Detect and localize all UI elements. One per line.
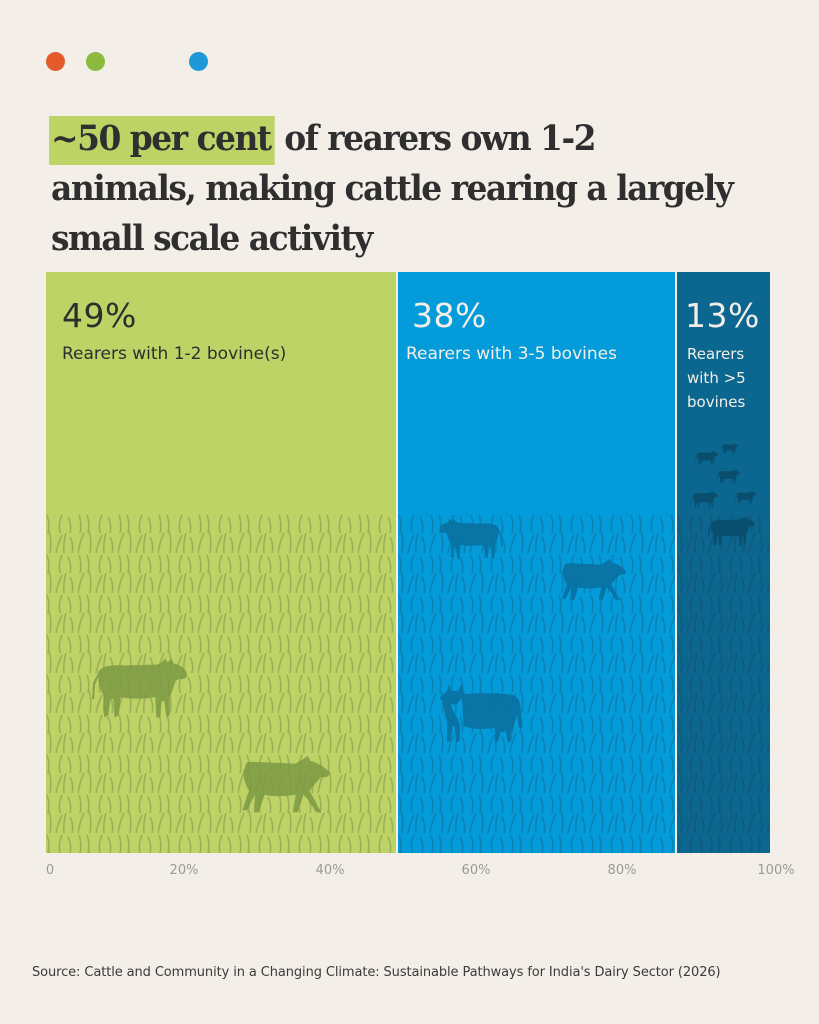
x-tick: 80% — [607, 863, 637, 878]
cow-icon — [721, 442, 739, 456]
bar-percentage: 49% — [62, 296, 137, 335]
x-tick: 20% — [169, 863, 199, 878]
cow-icon — [695, 450, 719, 467]
cow-icon — [707, 514, 757, 550]
cow-icon — [717, 468, 741, 486]
bar-1-2-bovines: 49% Rearers with 1-2 bovine(s) — [46, 272, 396, 853]
cow-icon — [436, 516, 504, 564]
x-tick: 0 — [45, 863, 55, 878]
blue-dot — [189, 52, 208, 71]
bar-label: Rearers with 1-2 bovine(s) — [62, 344, 287, 364]
x-axis: 0 20% 40% 60% 80% 100% — [0, 863, 819, 883]
cow-icon — [691, 490, 719, 510]
x-tick: 60% — [461, 863, 491, 878]
title-rest: of rearers own 1-2 animals, making cattl… — [51, 118, 734, 259]
bar-percentage: 38% — [412, 296, 487, 335]
cow-icon — [436, 670, 528, 758]
title-highlight: ~50 per cent — [49, 116, 275, 165]
bar-percentage: 13% — [685, 296, 760, 335]
bar-label: Rearers with 3-5 bovines — [406, 344, 617, 364]
bar-3-5-bovines: 38% Rearers with 3-5 bovines — [398, 272, 675, 853]
x-tick: 100% — [757, 863, 795, 878]
bar-over-5-bovines: 13% Rearers with >5 bovines — [677, 272, 770, 853]
cow-icon — [735, 490, 757, 506]
bar-label: Rearers with >5 bovines — [687, 345, 746, 411]
cow-icon — [232, 752, 340, 820]
chart-title: ~50 per cent of rearers own 1-2 animals,… — [49, 114, 747, 264]
source-note: Source: Cattle and Community in a Changi… — [32, 965, 721, 980]
orange-dot — [46, 52, 65, 71]
stacked-bar-chart: 49% Rearers with 1-2 bovine(s) 38% Reare… — [46, 272, 770, 853]
cow-icon — [554, 556, 634, 606]
cow-icon — [90, 654, 192, 726]
green-dot — [86, 52, 105, 71]
x-tick: 40% — [315, 863, 345, 878]
decorative-dots — [46, 52, 246, 72]
